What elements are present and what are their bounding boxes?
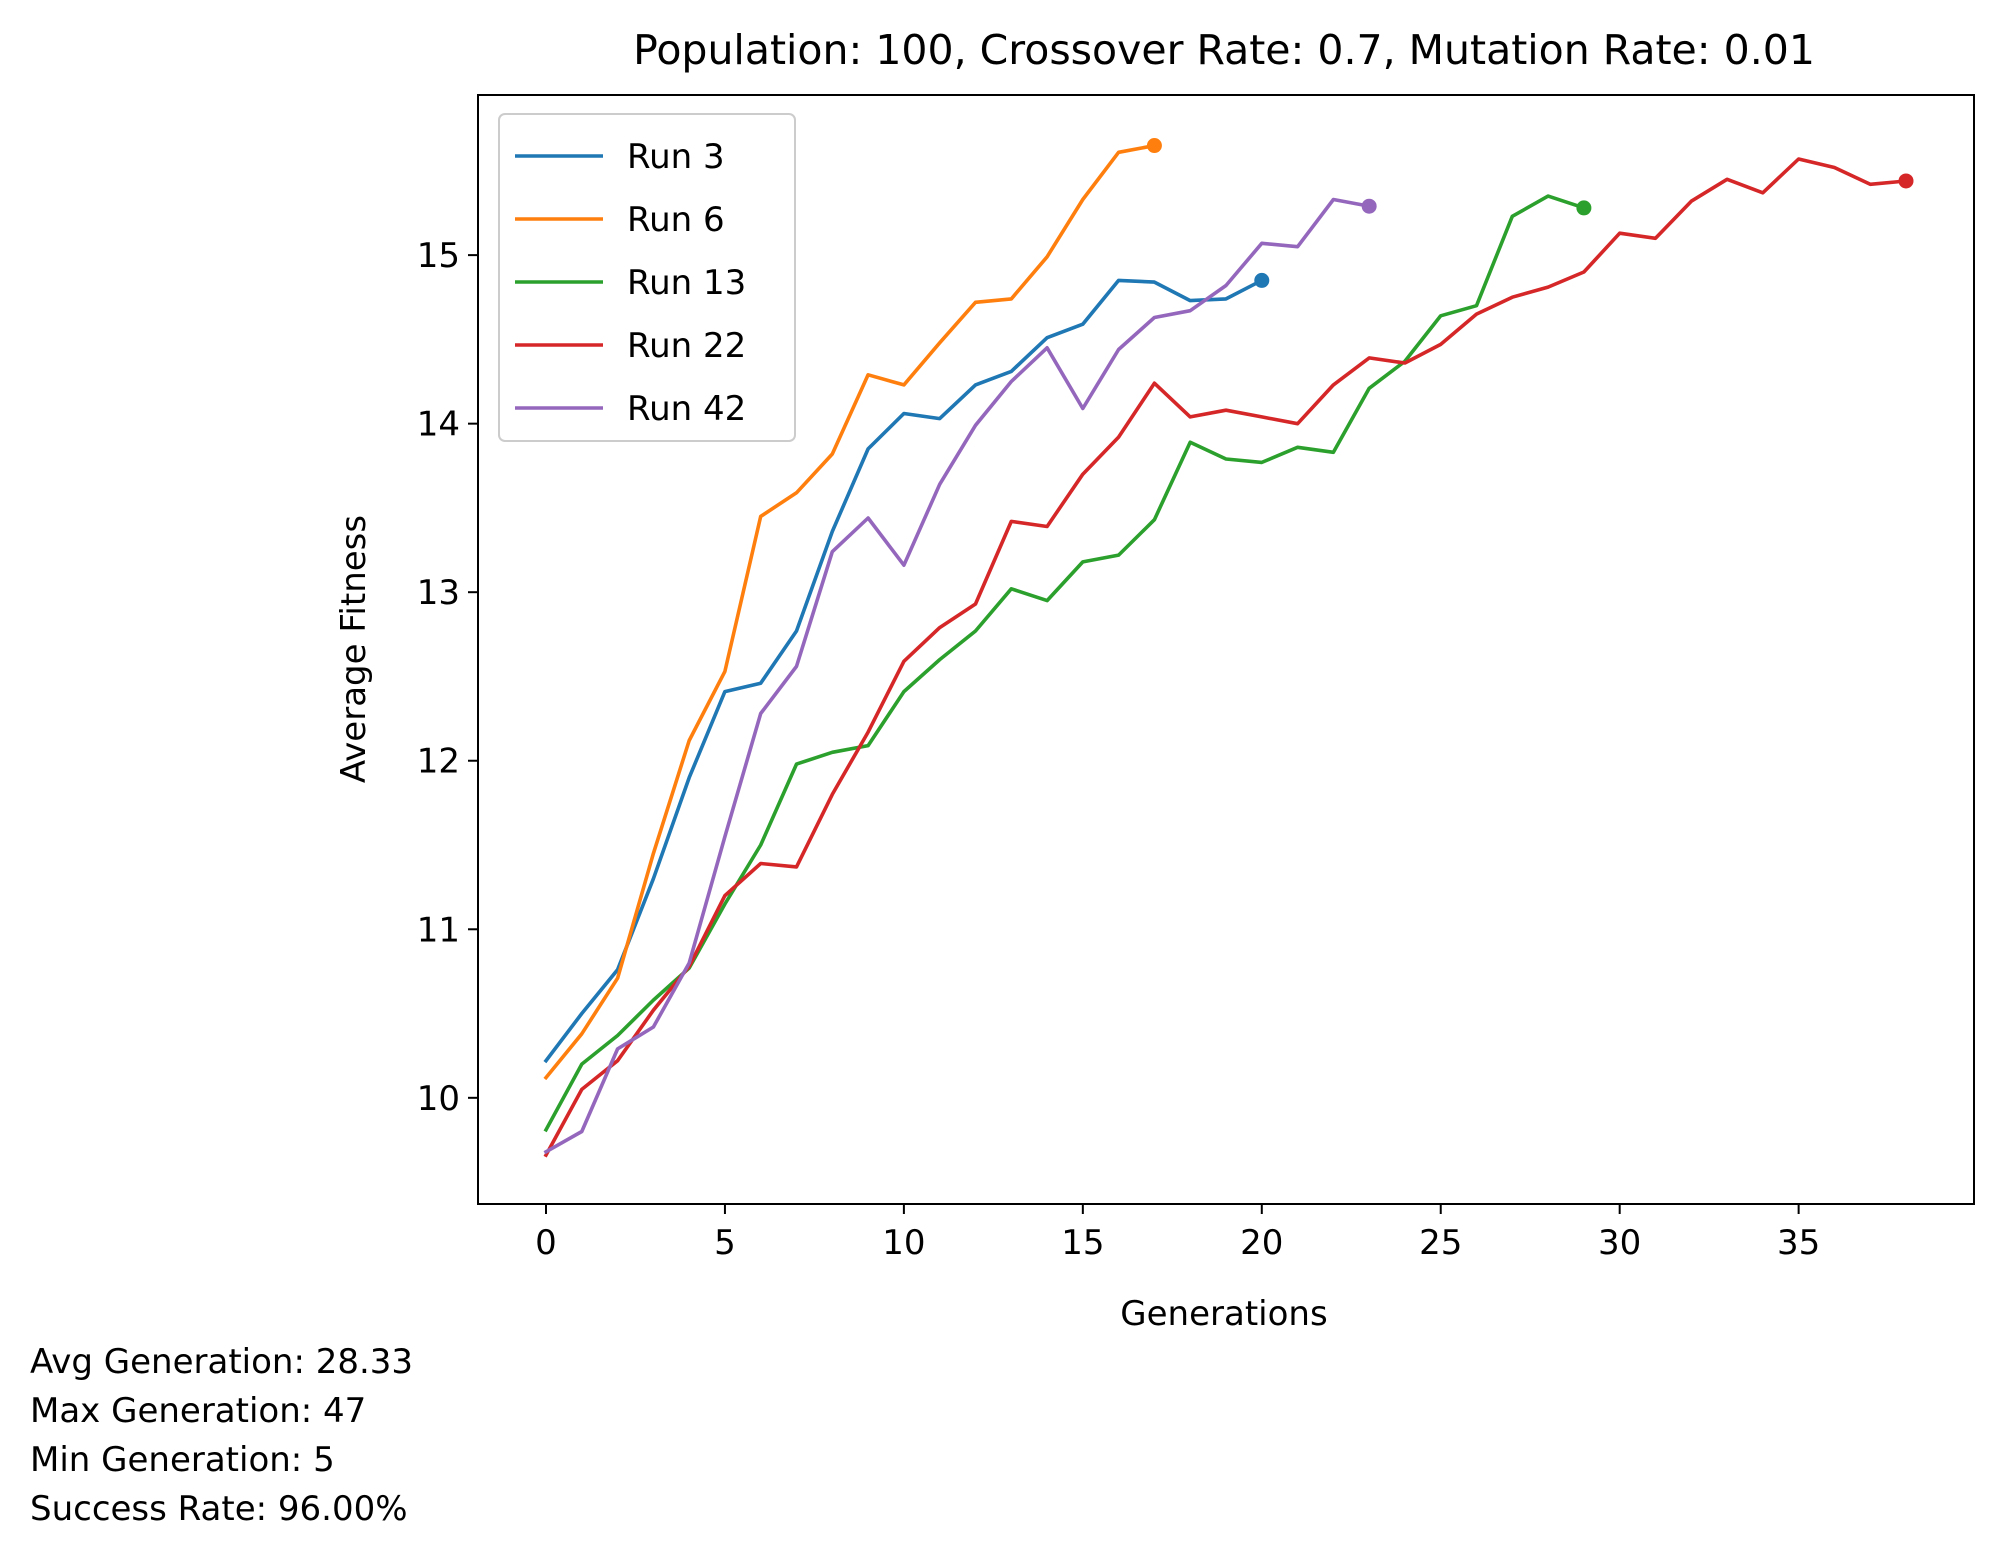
y-tick-label: 13 [417, 573, 460, 613]
x-tick-label: 0 [535, 1223, 557, 1263]
plot-area: 0 5 10 15 20 25 30 35 10 11 12 13 14 15 Run 3 Run 6 Run … [417, 94, 1975, 1263]
summary-statistics: Avg Generation: 28.33 Max Generation: 47… [30, 1338, 413, 1534]
x-tick-label: 30 [1598, 1223, 1641, 1263]
legend-label-2: Run 6 [627, 200, 725, 240]
y-tick-label: 10 [417, 1079, 460, 1119]
series-end-marker-5 [1361, 198, 1377, 214]
y-tick-label: 15 [417, 236, 460, 276]
y-tick-label: 12 [417, 742, 460, 782]
series-end-marker-3 [1576, 200, 1592, 216]
series-line-5 [543, 197, 1372, 1155]
series-end-marker-2 [1146, 138, 1162, 154]
success-rate-text: Success Rate: 96.00% [30, 1489, 408, 1529]
series-line-2 [543, 143, 1157, 1081]
x-tick-label: 15 [1061, 1223, 1104, 1263]
x-tick-label: 20 [1240, 1223, 1283, 1263]
max-generation-text: Max Generation: 47 [30, 1391, 367, 1431]
x-axis-label: Generations [1120, 1294, 1327, 1334]
x-tick-label: 10 [882, 1223, 925, 1263]
x-tick-label: 5 [714, 1223, 736, 1263]
x-tick-label: 25 [1419, 1223, 1462, 1263]
legend-label-3: Run 13 [627, 263, 746, 303]
avg-generation-text: Avg Generation: 28.33 [30, 1342, 414, 1382]
x-tick-label: 35 [1777, 1223, 1820, 1263]
min-generation-text: Min Generation: 5 [30, 1440, 335, 1480]
y-tick-label: 14 [417, 405, 460, 445]
legend-label-5: Run 42 [627, 389, 746, 429]
series-line-4 [543, 157, 1908, 1158]
y-axis-label: Average Fitness [334, 515, 374, 783]
y-tick-label: 11 [417, 910, 460, 950]
series-end-marker-1 [1254, 272, 1270, 288]
legend-label-4: Run 22 [627, 326, 746, 366]
series-line-3 [543, 194, 1587, 1133]
axes-frame [477, 94, 1975, 1205]
series-end-marker-4 [1898, 173, 1914, 189]
legend-box [498, 113, 796, 442]
chart-title: Population: 100, Crossover Rate: 0.7, Mu… [633, 26, 1815, 74]
legend-label-1: Run 3 [627, 137, 725, 177]
series-line-1 [543, 277, 1265, 1064]
